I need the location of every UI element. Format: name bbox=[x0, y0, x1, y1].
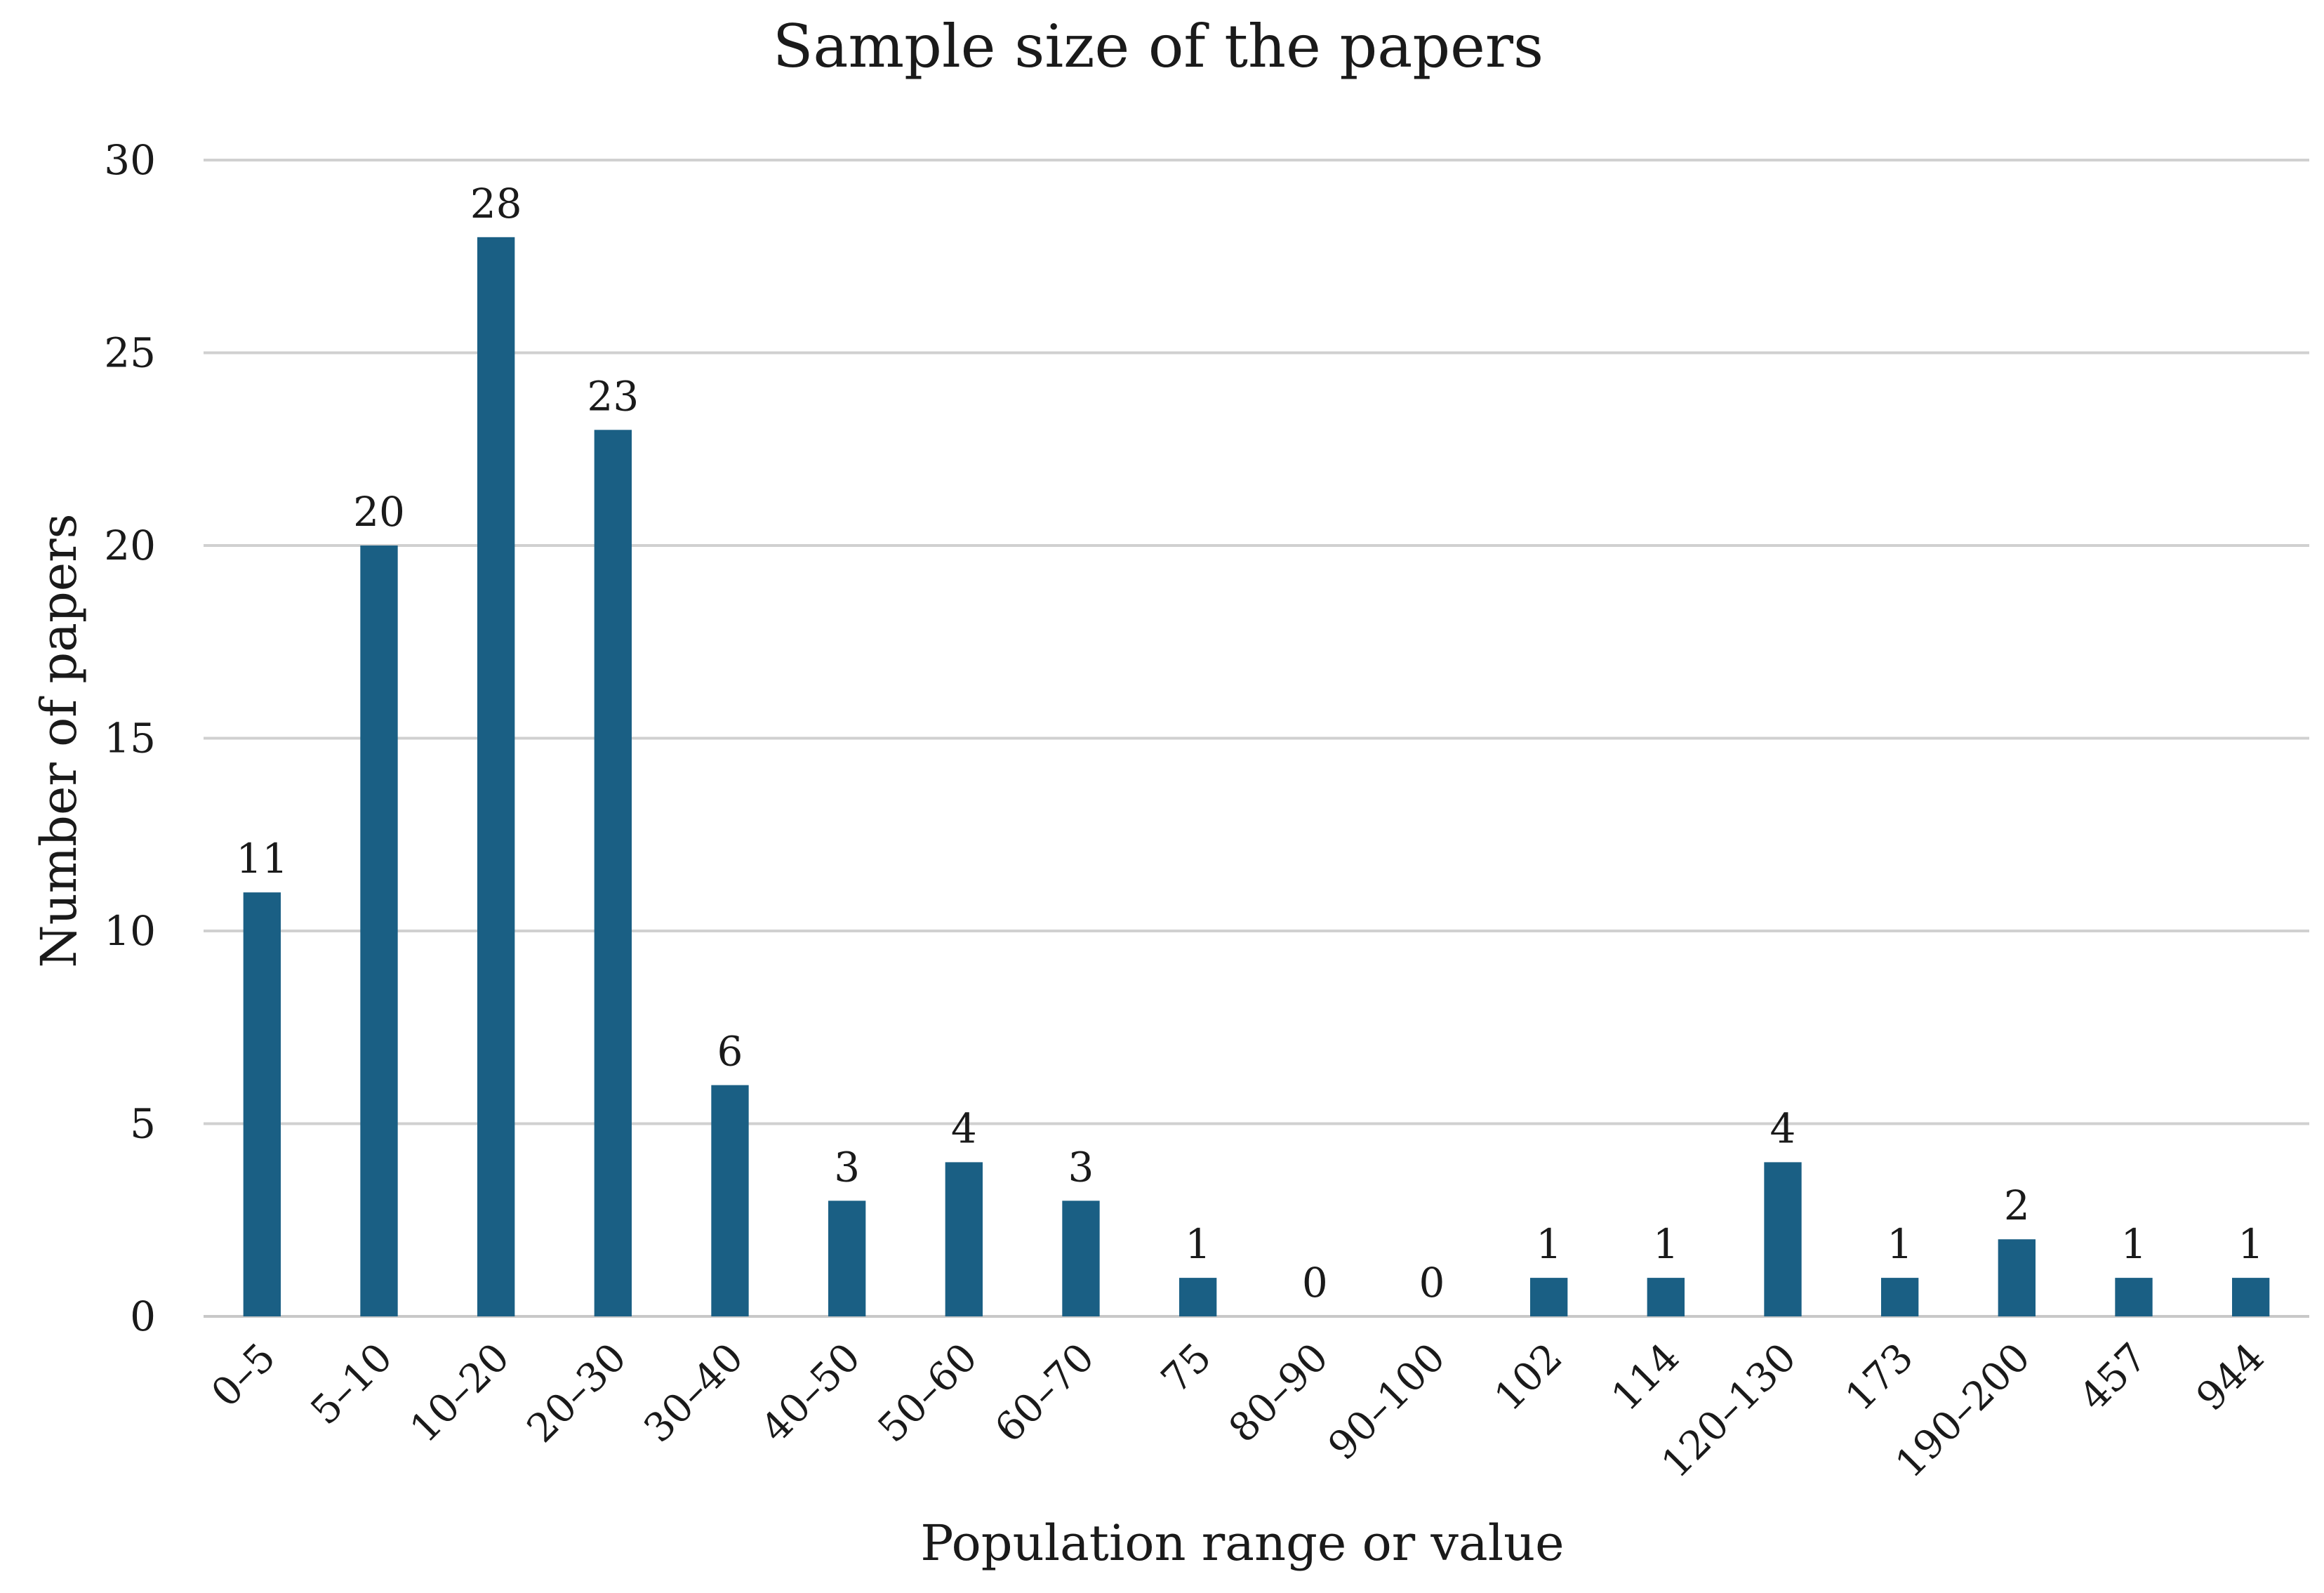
x-tick-label: 102 bbox=[1486, 1335, 1572, 1420]
bar bbox=[1647, 1278, 1685, 1316]
x-axis-title: Population range or value bbox=[920, 1514, 1564, 1572]
data-label: 4 bbox=[951, 1104, 977, 1152]
bar bbox=[1530, 1278, 1568, 1316]
x-tick-label: 10–20 bbox=[401, 1335, 519, 1452]
data-label: 3 bbox=[1068, 1143, 1094, 1191]
y-tick-label: 15 bbox=[104, 715, 156, 762]
y-axis-ticks: 0 5 10 15 20 25 30 bbox=[104, 136, 156, 1340]
bar bbox=[1179, 1278, 1217, 1316]
y-tick-label: 25 bbox=[104, 329, 156, 377]
x-tick-label: 60–70 bbox=[986, 1335, 1103, 1452]
x-tick-label: 80–90 bbox=[1221, 1335, 1338, 1452]
x-tick-label: 173 bbox=[1837, 1335, 1923, 1420]
data-label: 23 bbox=[587, 372, 639, 420]
data-label: 20 bbox=[353, 488, 405, 536]
data-label: 6 bbox=[717, 1028, 743, 1076]
x-tick-label: 30–40 bbox=[635, 1335, 752, 1452]
y-tick-label: 0 bbox=[130, 1293, 156, 1340]
bar bbox=[360, 546, 398, 1316]
x-tick-label: 457 bbox=[2071, 1335, 2156, 1420]
bar bbox=[828, 1201, 866, 1316]
data-label: 1 bbox=[1653, 1220, 1679, 1268]
bars bbox=[243, 237, 2270, 1316]
x-tick-label: 0–5 bbox=[203, 1335, 284, 1416]
data-label: 2 bbox=[2004, 1182, 2030, 1229]
bar bbox=[594, 430, 632, 1316]
x-tick-label: 90–100 bbox=[1320, 1335, 1454, 1469]
data-label: 1 bbox=[1887, 1220, 1913, 1268]
data-label: 3 bbox=[834, 1143, 860, 1191]
x-tick-label: 40–50 bbox=[752, 1335, 870, 1452]
y-tick-label: 20 bbox=[104, 522, 156, 569]
x-tick-label: 5–10 bbox=[303, 1335, 401, 1434]
bar bbox=[711, 1085, 749, 1316]
data-label: 1 bbox=[2121, 1220, 2147, 1268]
data-label: 4 bbox=[1770, 1104, 1796, 1152]
bar bbox=[1764, 1162, 1802, 1316]
x-tick-label: 944 bbox=[2188, 1335, 2273, 1420]
data-label: 1 bbox=[1185, 1220, 1211, 1268]
bar bbox=[2232, 1278, 2270, 1316]
x-axis-ticks: 0–5 5–10 10–20 20–30 30–40 40–50 50–60 60–70 75 8… bbox=[203, 1335, 2273, 1487]
bar bbox=[1881, 1278, 1919, 1316]
bar bbox=[1062, 1201, 1100, 1316]
data-label: 28 bbox=[470, 180, 522, 227]
y-tick-label: 30 bbox=[104, 136, 156, 184]
bar bbox=[2115, 1278, 2153, 1316]
x-tick-label: 114 bbox=[1603, 1335, 1689, 1420]
y-tick-label: 5 bbox=[130, 1100, 156, 1148]
data-label: 0 bbox=[1302, 1259, 1328, 1307]
data-label: 1 bbox=[2238, 1220, 2264, 1268]
x-tick-label: 20–30 bbox=[519, 1335, 636, 1452]
bar bbox=[477, 237, 515, 1316]
bar bbox=[1998, 1239, 2036, 1316]
bar bbox=[243, 892, 281, 1316]
gridlines bbox=[204, 159, 2309, 1318]
data-label: 0 bbox=[1419, 1259, 1445, 1307]
x-tick-label: 50–60 bbox=[870, 1335, 987, 1452]
y-tick-label: 10 bbox=[104, 907, 156, 955]
data-label: 11 bbox=[236, 835, 288, 883]
x-tick-label: 75 bbox=[1153, 1335, 1220, 1402]
bar bbox=[945, 1162, 983, 1316]
chart-title: Sample size of the papers bbox=[773, 12, 1543, 81]
data-label: 1 bbox=[1536, 1220, 1562, 1268]
y-axis-title: Number of papers bbox=[30, 513, 88, 967]
